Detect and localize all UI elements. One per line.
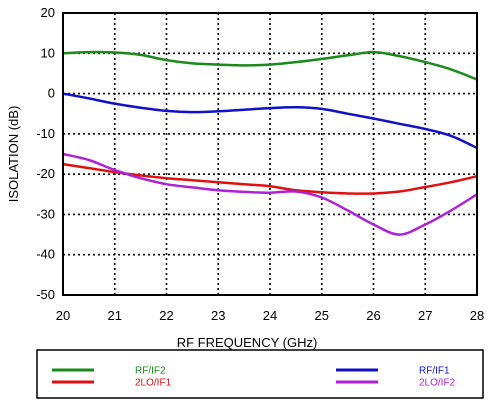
series-lines (62, 50, 478, 236)
y-tick-label: 10 (41, 45, 55, 60)
series-line-rf-if1 (62, 92, 478, 150)
series-line-2lo-if2 (62, 152, 478, 236)
legend-label: 2LO/IF1 (135, 378, 172, 389)
x-tick-label: 22 (159, 308, 173, 323)
series-line-2lo-if1 (62, 162, 478, 195)
x-tick-labels: 20 21 22 23 24 25 26 27 28 (56, 308, 484, 323)
y-tick-label: -30 (36, 206, 55, 221)
y-tick-label: 0 (48, 86, 55, 101)
x-tick-label: 28 (470, 308, 484, 323)
y-tick-label: -20 (36, 166, 55, 181)
x-tick-label: 21 (108, 308, 122, 323)
y-tick-label: -40 (36, 247, 55, 262)
x-tick-label: 24 (263, 308, 277, 323)
y-tick-label: -50 (36, 287, 55, 302)
series-line-rf-if2 (62, 50, 478, 81)
legend-label: 2LO/IF2 (419, 378, 456, 389)
legend-label: RF/IF1 (419, 366, 450, 377)
legend: RF/IF2 RF/IF1 2LO/IF1 2LO/IF2 (52, 366, 456, 389)
x-tick-label: 23 (211, 308, 225, 323)
y-tick-labels: 20 10 0 -10 -20 -30 -40 -50 (36, 5, 55, 302)
x-tick-label: 20 (56, 308, 70, 323)
y-tick-label: 20 (41, 5, 55, 20)
plot-frame (62, 12, 478, 296)
grid (63, 13, 477, 295)
y-tick-label: -10 (36, 126, 55, 141)
y-axis-label: ISOLATION (dB) (6, 106, 21, 203)
x-tick-label: 25 (315, 308, 329, 323)
legend-box (36, 349, 484, 399)
x-tick-label: 27 (418, 308, 432, 323)
x-axis-label: RF FREQUENCY (GHz) (177, 335, 318, 350)
legend-label: RF/IF2 (135, 366, 166, 377)
x-tick-label: 26 (366, 308, 380, 323)
